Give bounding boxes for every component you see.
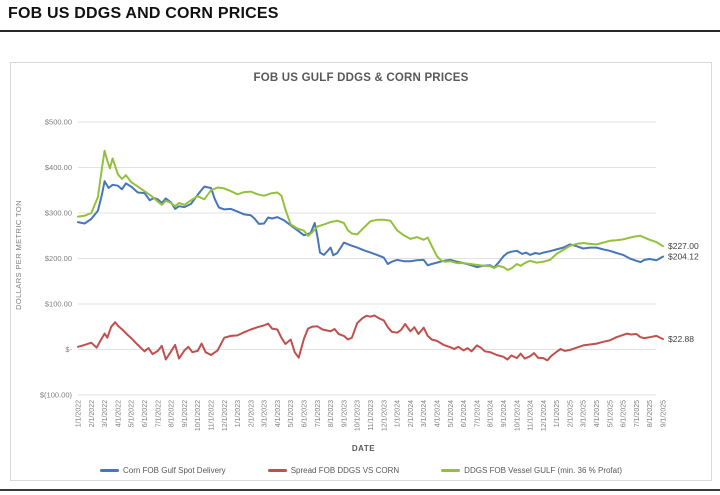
x-tick-label: 6/1/2024 [461, 400, 468, 427]
x-tick-label: 9/1/2024 [501, 400, 508, 427]
y-tick-label: $100.00 [45, 300, 72, 309]
x-tick-label: 3/1/2022 [102, 400, 109, 427]
chart-container: FOB US GULF DDGS & CORN PRICES $500.00 $4… [10, 62, 712, 481]
x-tick-label: 8/1/2025 [647, 400, 654, 427]
x-tick-label: 7/1/2023 [315, 400, 322, 427]
x-tick-label: 5/1/2022 [129, 400, 136, 427]
x-tick-label: 8/1/2023 [328, 400, 335, 427]
x-tick-label: 3/1/2025 [581, 400, 588, 427]
x-tick-label: 4/1/2023 [275, 400, 282, 427]
series-line [77, 149, 664, 271]
chart-canvas: $500.00 $400.00 $300.00 $200.00 $100.00 $- $(1… [40, 118, 699, 432]
x-tick-label: 4/1/2024 [434, 400, 441, 427]
x-tick-label: 12/1/2022 [222, 400, 229, 431]
x-tick-label: 2/1/2025 [567, 400, 574, 427]
legend-label: Spread FOB DDGS VS CORN [290, 465, 400, 475]
legend-label: Corn FOB Gulf Spot Delivery [122, 465, 226, 475]
x-tick-label: 11/1/2023 [368, 400, 375, 431]
bottom-border-line [0, 489, 720, 491]
x-tick-label: 1/1/2022 [76, 400, 83, 427]
y-tick-label: $(100.00) [40, 391, 73, 400]
x-tick-label: 5/1/2025 [607, 400, 614, 427]
x-tick-label: 4/1/2025 [594, 400, 601, 427]
x-tick-label: 11/1/2024 [528, 400, 535, 431]
x-tick-label: 9/1/2025 [661, 400, 668, 427]
x-tick-label: 7/1/2025 [634, 400, 641, 427]
y-tick-label: $500.00 [45, 118, 72, 127]
x-tick-label: 4/1/2022 [115, 400, 122, 427]
x-tick-label: 11/1/2022 [208, 400, 215, 431]
legend-label: DDGS FOB Vessel GULF (min. 36 % Profat) [464, 465, 622, 475]
x-tick-label: 8/1/2022 [169, 400, 176, 427]
chart-legend: Corn FOB Gulf Spot Delivery Spread FOB DD… [11, 462, 711, 478]
series-line [77, 180, 664, 269]
page-title: FOB US DDGS AND CORN PRICES [8, 5, 279, 22]
y-axis-title: DOLLARS PER METRIC TON [14, 200, 23, 310]
x-tick-label: 1/1/2025 [554, 400, 561, 427]
x-tick-label: 7/1/2024 [474, 400, 481, 427]
legend-item: Corn FOB Gulf Spot Delivery [99, 465, 226, 475]
series-end-value-label: $227.00 [668, 241, 699, 251]
legend-line-swatch [99, 468, 119, 472]
x-tick-label: 12/1/2024 [541, 400, 548, 431]
x-tick-label: 10/1/2023 [355, 400, 362, 431]
legend-line-swatch [267, 468, 287, 472]
x-tick-label: 9/1/2022 [182, 400, 189, 427]
y-tick-label: $- [65, 345, 72, 354]
x-tick-label: 8/1/2024 [488, 400, 495, 427]
x-tick-label: 5/1/2023 [288, 400, 295, 427]
x-tick-label: 2/1/2023 [248, 400, 255, 427]
series-line [77, 314, 664, 362]
x-tick-label: 3/1/2023 [262, 400, 269, 427]
series-end-value-label: $204.12 [668, 251, 699, 261]
x-tick-label: 5/1/2024 [448, 400, 455, 427]
x-axis-title: DATE [351, 444, 376, 453]
legend-item: DDGS FOB Vessel GULF (min. 36 % Profat) [441, 466, 622, 475]
series-end-value-label: $22.88 [668, 334, 694, 344]
chart-title: FOB US GULF DDGS & CORN PRICES [253, 72, 469, 84]
x-tick-label: 1/1/2023 [235, 400, 242, 427]
y-tick-label: $200.00 [45, 254, 72, 263]
y-tick-label: $300.00 [45, 209, 72, 218]
x-tick-label: 6/1/2023 [302, 400, 309, 427]
x-tick-label: 2/1/2022 [89, 400, 96, 427]
title-underline [0, 30, 720, 32]
x-tick-label: 9/1/2023 [341, 400, 348, 427]
legend-item: Spread FOB DDGS VS CORN [267, 465, 400, 475]
x-tick-label: 1/1/2024 [395, 400, 402, 427]
x-tick-label: 7/1/2022 [155, 400, 162, 427]
x-tick-label: 2/1/2024 [408, 400, 415, 427]
x-tick-label: 10/1/2024 [514, 400, 521, 431]
x-tick-label: 6/1/2022 [142, 400, 149, 427]
x-tick-label: 6/1/2025 [621, 400, 628, 427]
x-tick-label: 10/1/2022 [195, 400, 202, 431]
x-tick-label: 3/1/2024 [421, 400, 428, 427]
legend-line-swatch [441, 468, 461, 472]
y-tick-label: $400.00 [45, 163, 72, 172]
x-tick-label: 12/1/2023 [381, 400, 388, 431]
